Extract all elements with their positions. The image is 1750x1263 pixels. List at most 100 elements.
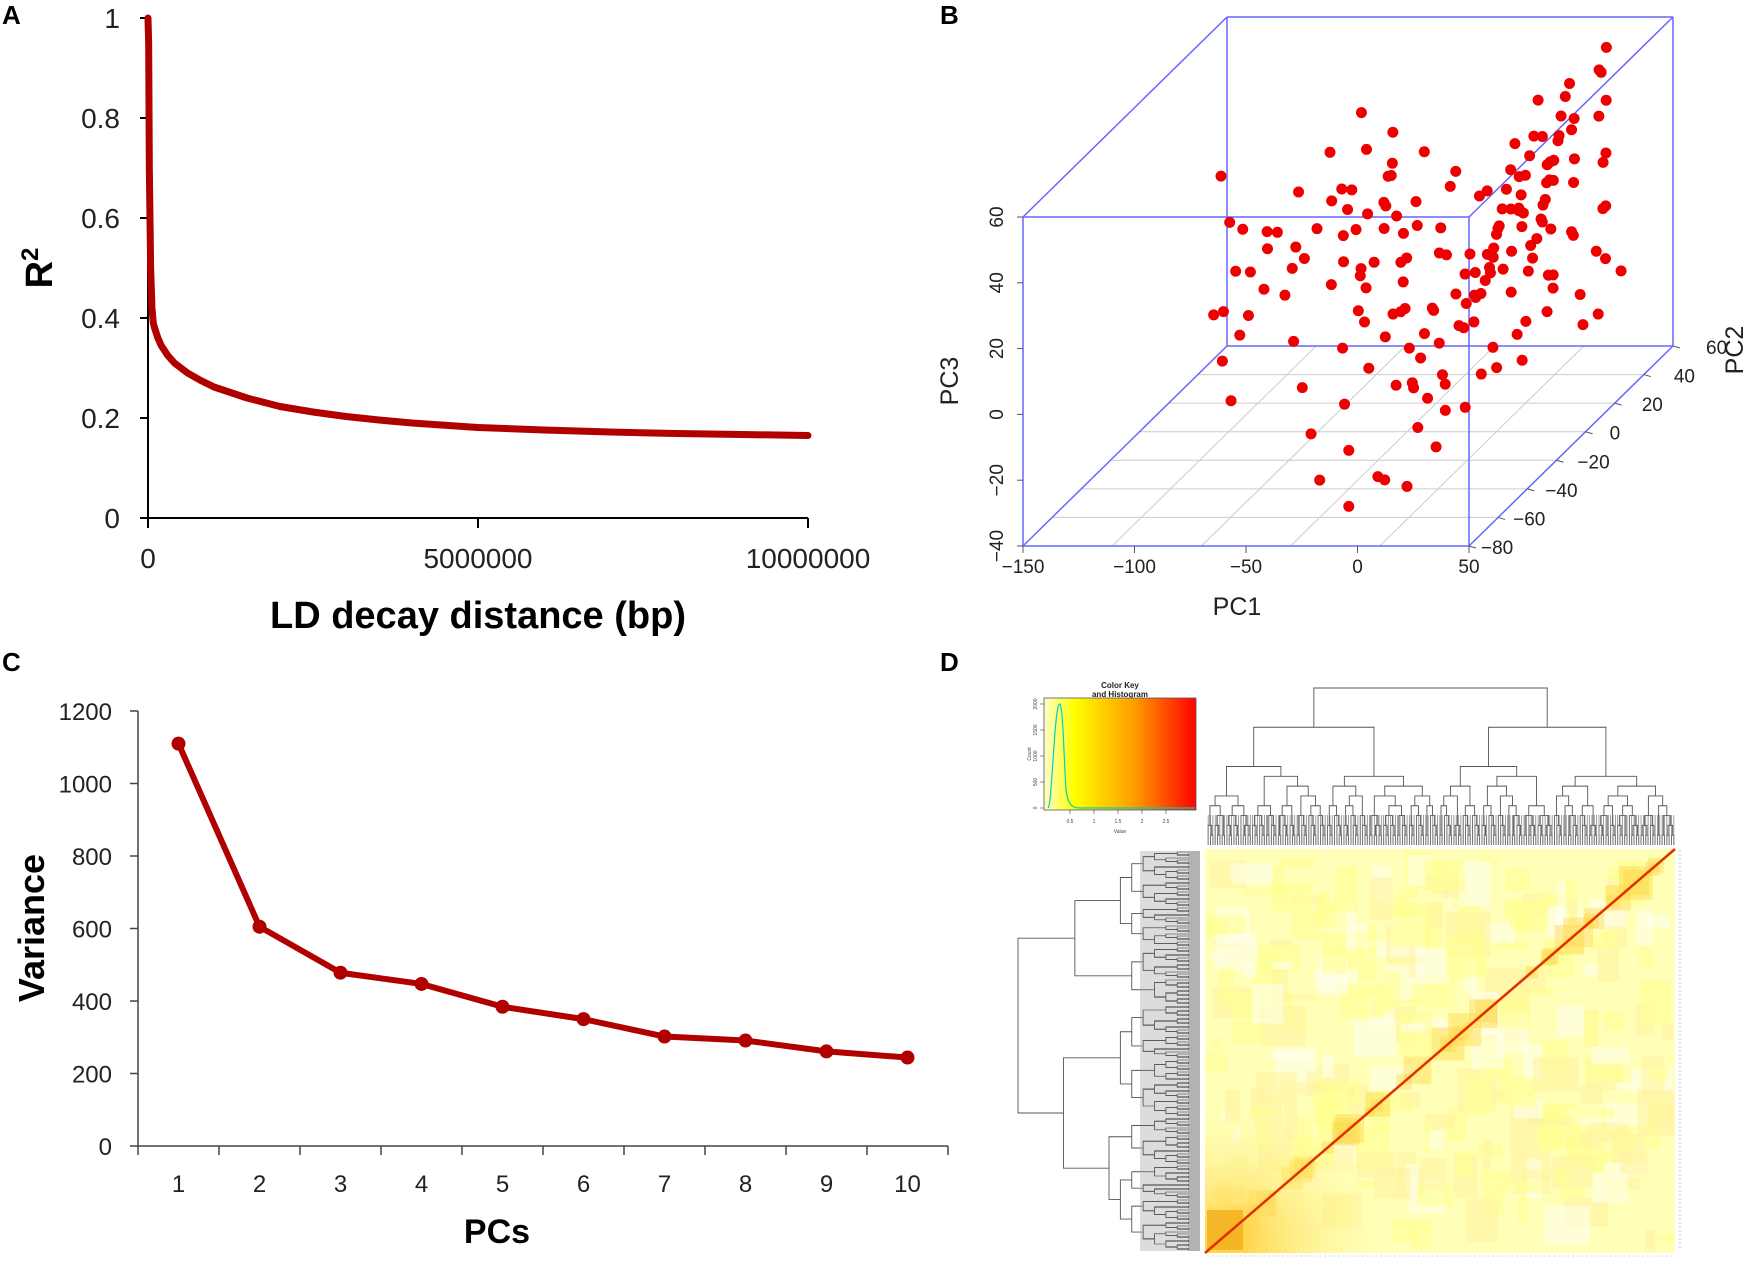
d-left-dendro-branch: [1176, 907, 1200, 912]
b-point: [1574, 288, 1586, 300]
b-point: [1401, 480, 1413, 492]
c-point: [900, 1050, 915, 1065]
b-point: [1597, 156, 1609, 168]
d-top-dendro-branch: [1378, 834, 1382, 845]
b-point: [1324, 146, 1336, 158]
b-point: [1577, 319, 1589, 331]
b-point: [1497, 263, 1509, 275]
d-top-dendro-branch: [1404, 834, 1408, 845]
d-top-dendro-branch: [1228, 815, 1237, 826]
b-point: [1532, 94, 1544, 106]
c-y-tick-label: 200: [72, 1062, 112, 1089]
b-point: [1469, 267, 1481, 279]
d-top-dendro-branch: [1284, 834, 1289, 845]
b-point: [1411, 219, 1423, 231]
d-top-dendro-branch: [1279, 815, 1286, 836]
d-left-dendro-branch: [1176, 1209, 1200, 1214]
b-point: [1337, 230, 1349, 242]
b-point: [1492, 222, 1504, 234]
b-point: [1511, 328, 1523, 340]
b-box-edge: [1022, 16, 1228, 218]
b-point: [1314, 474, 1326, 486]
b-point: [1528, 130, 1540, 142]
b-x-tick-label: −100: [1113, 557, 1156, 578]
d-left-dendro-branch: [1176, 1035, 1200, 1040]
a-y-tick-label: 0.8: [81, 103, 120, 134]
b-y-tick: [1556, 459, 1564, 463]
d-top-dendro-branch: [1364, 834, 1368, 845]
d-left-dendro-branch: [1176, 1121, 1200, 1126]
d-top-dendro-branch: [1589, 834, 1593, 845]
d-left-dendro-branch: [1131, 912, 1144, 935]
a-x-tick-label: 5000000: [423, 543, 532, 574]
b-point: [1509, 138, 1521, 150]
b-point: [1378, 223, 1390, 235]
b-y-tick: [1643, 374, 1651, 378]
b-point: [1541, 159, 1553, 171]
c-x-tick-label: 3: [334, 1171, 347, 1198]
c-variance-line: [175, 742, 908, 1061]
d-left-dendro-branch: [1176, 1111, 1200, 1116]
b-x-tick-label: 0: [1352, 557, 1363, 578]
d-top-dendro-branch: [1645, 834, 1649, 845]
d-top-dendro-branch: [1600, 834, 1605, 845]
d-top-dendro-branch: [1385, 834, 1389, 845]
d-top-dendrogram: [1207, 687, 1675, 845]
b-points: [1208, 41, 1627, 512]
d-left-dendro-branch: [1176, 1233, 1200, 1238]
d-top-dendro-branch: [1345, 834, 1350, 845]
b-point: [1568, 113, 1580, 125]
d-top-dendro-branch: [1544, 834, 1548, 845]
c-point: [333, 965, 348, 980]
d-key-subtitle: and Histogram: [1092, 690, 1148, 699]
b-x-tick-label: 50: [1458, 557, 1479, 578]
b-point: [1296, 382, 1308, 394]
b-point: [1386, 157, 1398, 169]
d-top-dendro-branch: [1549, 834, 1553, 845]
d-top-dendro-branch: [1425, 834, 1429, 845]
d-top-dendro-branch: [1612, 834, 1616, 845]
d-top-dendro-branch: [1448, 834, 1452, 845]
b-point: [1600, 41, 1612, 53]
d-top-dendro-branch: [1384, 785, 1423, 796]
b-point: [1487, 341, 1499, 353]
d-top-dendro-branch: [1467, 834, 1471, 845]
d-left-dendro-branch: [1176, 1199, 1200, 1204]
d-left-dendro-branch: [1074, 900, 1132, 977]
d-top-dendro-branch: [1322, 834, 1326, 845]
d-top-dendro-branch: [1607, 795, 1628, 806]
b-grid-line: [1201, 345, 1406, 547]
c-y-tick-label: 1000: [59, 772, 112, 799]
d-left-dendro-branch: [1176, 964, 1189, 970]
b-point: [1535, 213, 1547, 225]
b-point: [1387, 308, 1399, 320]
c-points: [171, 736, 915, 1065]
d-top-dendro-branch: [1253, 815, 1262, 826]
d-left-dendro-branch: [1176, 1153, 1200, 1158]
b-point: [1513, 171, 1525, 183]
d-left-dendro-branch: [1119, 877, 1132, 925]
c-point: [738, 1033, 753, 1048]
d-top-dendro-branch: [1313, 834, 1317, 845]
b-z-tick-label: 20: [987, 338, 1008, 359]
b-point: [1544, 174, 1556, 186]
b-point: [1500, 183, 1512, 195]
b-z-tick-label: −40: [987, 530, 1008, 562]
d-left-dendro-branch: [1176, 935, 1200, 940]
b-point: [1311, 223, 1323, 235]
a-y-tick-label: 0.4: [81, 303, 120, 334]
d-top-dendro-branch: [1243, 824, 1250, 836]
c-point: [576, 1012, 591, 1027]
b-point: [1359, 316, 1371, 328]
d-heatmap-diagonal: [1204, 848, 1676, 1254]
b-point: [1520, 315, 1532, 327]
d-top-dendro-branch: [1575, 834, 1579, 845]
b-point: [1230, 265, 1242, 277]
d-top-dendro-branch: [1584, 834, 1588, 845]
d-left-dendro-branch: [1176, 1225, 1200, 1230]
d-left-dendro-branch: [1176, 1099, 1200, 1104]
b-point: [1385, 170, 1397, 182]
d-top-dendro-branch: [1493, 834, 1497, 845]
d-top-dendro-branch: [1214, 795, 1239, 806]
b-point: [1450, 165, 1462, 177]
